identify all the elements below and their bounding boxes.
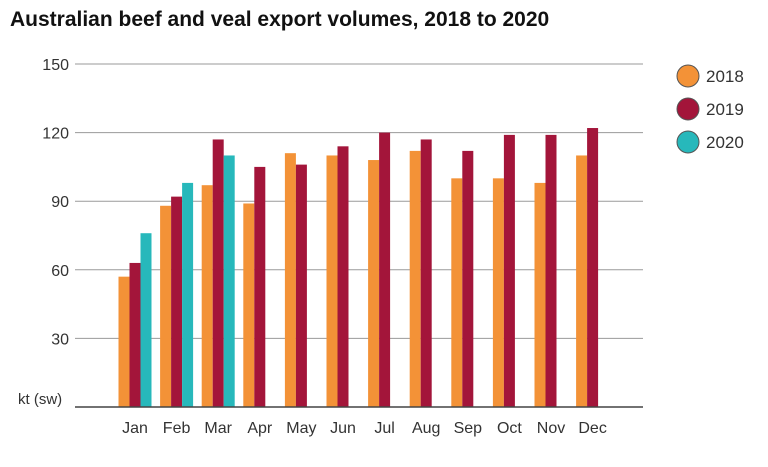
x-axis-labels: Jan Feb Mar Apr May Jun Jul Aug Sep Oct Nov Dec xyxy=(122,420,607,437)
bar-2019-aug xyxy=(420,139,432,407)
bar-2020-jan xyxy=(140,233,152,407)
y-tick-label: 90 xyxy=(51,194,69,211)
bar-2020-mar xyxy=(223,155,235,407)
bar-2018-jan xyxy=(118,276,130,407)
legend-label: 2018 xyxy=(706,67,744,86)
bar-2018-jun xyxy=(326,155,338,407)
y-tick-label: 30 xyxy=(51,331,69,348)
bar-2018-sep xyxy=(451,178,463,407)
bar-2019-feb xyxy=(171,196,183,407)
bar-2019-jan xyxy=(129,262,141,407)
x-tick-label: Jan xyxy=(122,420,148,437)
bar-2019-dec xyxy=(587,128,599,407)
y-axis-ticks: 30 60 90 120 150 xyxy=(42,57,69,348)
legend-swatch-2018 xyxy=(676,64,700,88)
bar-2019-jul xyxy=(379,132,391,407)
bar-2018-dec xyxy=(576,155,588,407)
bar-2019-sep xyxy=(462,150,474,408)
legend-label: 2020 xyxy=(706,133,744,152)
chart-title: Australian beef and veal export volumes,… xyxy=(10,8,550,31)
bars xyxy=(118,128,599,408)
bar-2018-aug xyxy=(409,150,421,408)
x-tick-label: May xyxy=(286,420,316,437)
bar-2018-oct xyxy=(492,178,504,407)
bar-2020-feb xyxy=(182,182,194,407)
y-tick-label: 150 xyxy=(42,57,69,74)
x-tick-label: Aug xyxy=(412,420,440,437)
x-tick-label: Jul xyxy=(374,420,394,437)
x-tick-label: Dec xyxy=(578,420,606,437)
legend-swatch-2019 xyxy=(676,97,700,121)
legend: 2018 2019 2020 xyxy=(676,64,744,154)
bar-2019-apr xyxy=(254,166,266,407)
bar-2019-jun xyxy=(337,146,349,407)
x-tick-label: Jun xyxy=(330,420,356,437)
bar-2019-oct xyxy=(503,134,515,408)
bar-2018-may xyxy=(284,153,296,407)
bar-2018-jul xyxy=(368,160,380,407)
y-tick-label: 120 xyxy=(42,126,69,143)
x-tick-label: Feb xyxy=(163,420,191,437)
x-tick-label: Sep xyxy=(454,420,483,437)
bar-2018-apr xyxy=(243,203,255,407)
y-tick-label: 60 xyxy=(51,263,69,280)
x-tick-label: Nov xyxy=(537,420,565,437)
bar-2018-mar xyxy=(201,185,213,407)
legend-swatch-2020 xyxy=(676,130,700,154)
x-tick-label: Mar xyxy=(204,420,232,437)
bar-2018-nov xyxy=(534,182,546,407)
bar-2019-may xyxy=(295,164,307,407)
x-tick-label: Apr xyxy=(247,420,273,437)
bar-2018-feb xyxy=(160,205,172,407)
bar-2019-mar xyxy=(212,139,224,407)
bar-2019-nov xyxy=(545,134,557,408)
y-axis-label: kt (sw) xyxy=(18,391,62,408)
legend-label: 2019 xyxy=(706,100,744,119)
x-tick-label: Oct xyxy=(497,420,522,437)
